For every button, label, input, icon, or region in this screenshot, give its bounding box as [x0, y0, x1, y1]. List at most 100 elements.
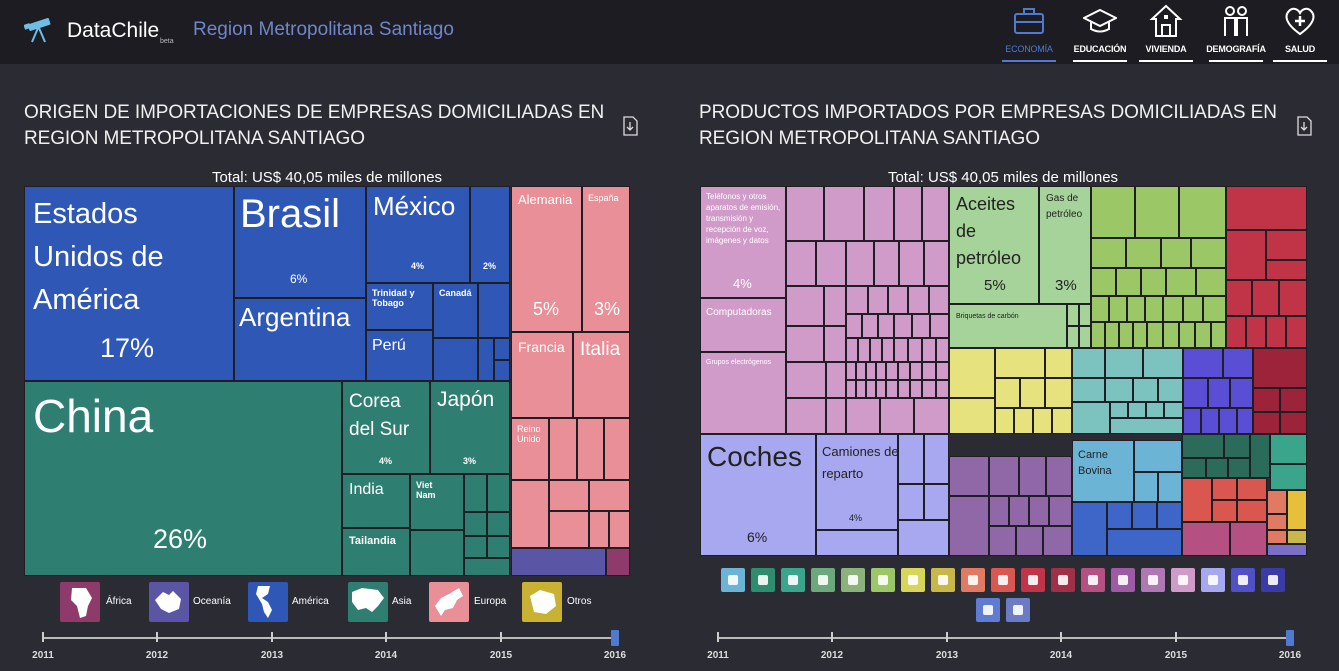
year-label[interactable]: 2013: [260, 650, 284, 661]
download-icon[interactable]: [1296, 116, 1312, 136]
tile-small[interactable]: [589, 511, 609, 548]
tile-india[interactable]: India: [342, 474, 410, 528]
year-label[interactable]: 2016: [1278, 650, 1302, 661]
tile-carne[interactable]: Carne Bovina: [1072, 440, 1134, 502]
tile-computadoras[interactable]: Computadoras: [700, 298, 786, 352]
tile-africa[interactable]: [606, 548, 630, 576]
tile-oceania[interactable]: [511, 548, 606, 576]
art-icon[interactable]: [976, 598, 1000, 622]
paper-icon[interactable]: [991, 568, 1015, 592]
legend-europa[interactable]: [429, 582, 469, 622]
nav-educacion[interactable]: EDUCACIÓN: [1069, 4, 1131, 64]
nav-vivienda[interactable]: VIVIENDA: [1135, 4, 1197, 64]
arms-icon[interactable]: [1261, 568, 1285, 592]
brand-name[interactable]: DataChile: [67, 19, 160, 42]
tile-small[interactable]: [478, 338, 494, 381]
tile-argentina[interactable]: Argentina: [234, 298, 366, 381]
animal-products-icon[interactable]: [721, 568, 745, 592]
plastics-icon[interactable]: [901, 568, 925, 592]
tile-usa[interactable]: Estados Unidos de América 17%: [24, 186, 234, 381]
stone-icon[interactable]: [1081, 568, 1105, 592]
metals-icon[interactable]: [1141, 568, 1165, 592]
machinery-icon[interactable]: [1171, 568, 1195, 592]
legend-oceania[interactable]: [149, 582, 189, 622]
tile-small[interactable]: [549, 511, 589, 548]
tile-reino-unido[interactable]: Reino Unido: [511, 418, 549, 480]
tile-small[interactable]: [433, 338, 478, 381]
wood-icon[interactable]: [961, 568, 985, 592]
food-icon[interactable]: [781, 568, 805, 592]
transport-icon[interactable]: [1201, 568, 1225, 592]
nav-salud[interactable]: SALUD: [1269, 4, 1331, 64]
tile-small[interactable]: [549, 418, 577, 480]
tile-vietnam[interactable]: Viet Nam: [410, 474, 464, 530]
legend-otros[interactable]: [522, 582, 562, 622]
year-label[interactable]: 2011: [707, 650, 729, 661]
legend-africa[interactable]: [60, 582, 100, 622]
tile-coches[interactable]: Coches 6%: [700, 434, 816, 556]
tile-corea[interactable]: Corea del Sur 4%: [342, 381, 430, 474]
tile-gas[interactable]: Gas de petróleo 3%: [1039, 186, 1091, 304]
gems-icon[interactable]: [1111, 568, 1135, 592]
year-label[interactable]: 2016: [603, 650, 627, 661]
tile-us-other[interactable]: 2%: [470, 186, 510, 283]
tile-small[interactable]: [604, 418, 630, 480]
nav-demografia[interactable]: DEMOGRAFÍA: [1205, 4, 1267, 64]
unknown-icon[interactable]: [1006, 598, 1030, 622]
year-label[interactable]: 2012: [145, 650, 169, 661]
tile-small[interactable]: [494, 360, 510, 381]
tile-small[interactable]: [487, 512, 510, 536]
year-label[interactable]: 2012: [820, 650, 844, 661]
chemical-icon[interactable]: [871, 568, 895, 592]
instruments-icon[interactable]: [1231, 568, 1255, 592]
leather-icon[interactable]: [931, 568, 955, 592]
mineral-icon[interactable]: [841, 568, 865, 592]
tile-grupos[interactable]: Grupos electrógenos: [700, 352, 786, 434]
tile-china[interactable]: China 26%: [24, 381, 342, 576]
year-label[interactable]: 2015: [1164, 650, 1188, 661]
tile-mexico[interactable]: México 4%: [366, 186, 470, 283]
tile-espana[interactable]: España 3%: [582, 186, 630, 332]
tile-aceites[interactable]: Aceites de petróleo 5%: [949, 186, 1039, 304]
tile-canada[interactable]: Canadá: [433, 283, 478, 338]
year-label[interactable]: 2013: [935, 650, 959, 661]
year-label[interactable]: 2014: [1049, 650, 1073, 661]
tile-small[interactable]: [589, 480, 630, 511]
tile-small[interactable]: [609, 511, 630, 548]
tile-trinidad[interactable]: Trinidad y Tobago: [366, 283, 433, 330]
timeline-track[interactable]: [42, 637, 616, 639]
tile-japon[interactable]: Japón 3%: [430, 381, 510, 474]
tile-tailandia[interactable]: Tailandia: [342, 528, 410, 576]
textile-icon[interactable]: [1021, 568, 1045, 592]
tile-small[interactable]: [464, 512, 487, 536]
tile-small[interactable]: [478, 283, 510, 338]
nav-economia[interactable]: ECONOMÍA: [998, 4, 1060, 64]
year-label[interactable]: 2014: [374, 650, 398, 661]
tile-peru[interactable]: Perú: [366, 330, 433, 381]
download-icon[interactable]: [622, 116, 638, 136]
timeline-handle[interactable]: [611, 630, 619, 646]
tile-small[interactable]: [464, 536, 487, 558]
tile-small[interactable]: [464, 474, 487, 512]
footwear-icon[interactable]: [1051, 568, 1075, 592]
tile-small[interactable]: [410, 530, 464, 576]
tile-small[interactable]: [494, 338, 510, 360]
tile-alemania[interactable]: Alemania 5%: [511, 186, 582, 332]
tile-italia[interactable]: Italia: [573, 332, 630, 418]
tile-small[interactable]: [464, 558, 510, 576]
timeline-track[interactable]: [717, 637, 1291, 639]
tile-small[interactable]: [511, 480, 549, 548]
vegetable-products-icon[interactable]: [751, 568, 775, 592]
grain-icon[interactable]: [811, 568, 835, 592]
tile-small[interactable]: [487, 474, 510, 512]
timeline-handle[interactable]: [1286, 630, 1294, 646]
year-label[interactable]: 2015: [489, 650, 513, 661]
tile-francia[interactable]: Francia: [511, 332, 573, 418]
tile-brasil[interactable]: Brasil 6%: [234, 186, 366, 298]
tile-small[interactable]: [549, 480, 589, 511]
legend-asia[interactable]: [348, 582, 388, 622]
tile-briquetas[interactable]: Briquetas de carbón: [949, 304, 1067, 348]
tile-small[interactable]: [487, 536, 510, 558]
telescope-logo-icon[interactable]: [24, 15, 54, 43]
tile-telefonos[interactable]: Teléfonos y otros aparatos de emisión, t…: [700, 186, 786, 298]
